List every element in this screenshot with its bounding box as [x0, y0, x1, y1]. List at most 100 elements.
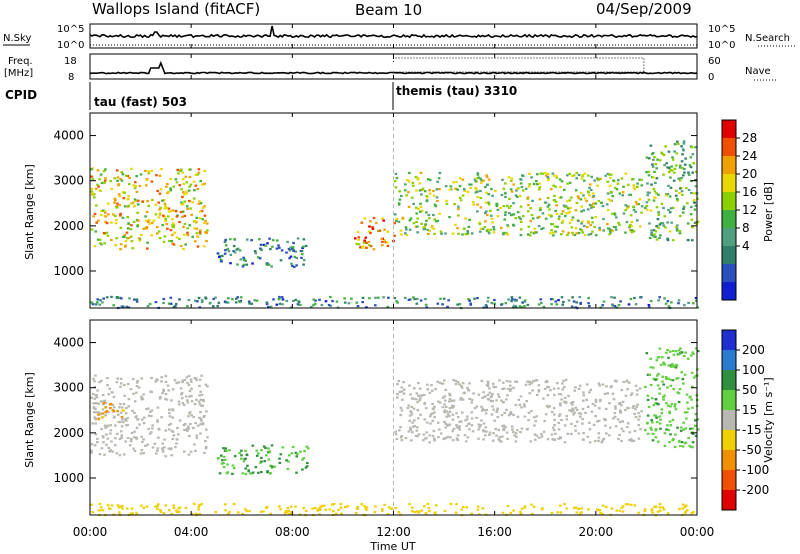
echo-cell-1089: [655, 378, 659, 381]
echo-cell-1428: [297, 300, 301, 304]
echo-cell-1065: [669, 186, 673, 189]
x-tick-label: 00:00: [73, 525, 108, 539]
echo-cell-242: [159, 206, 162, 209]
echo-cell-1121: [682, 149, 685, 152]
echo-cell-240: [148, 222, 151, 225]
echo-cell-723: [546, 385, 549, 388]
echo-cell-1138: [674, 350, 678, 353]
echo-cell-1311: [232, 502, 236, 506]
echo-cell-703: [579, 191, 583, 195]
echo-cell-263: [175, 236, 179, 239]
echo-cell-15: [188, 224, 192, 227]
echo-cell-1316: [442, 297, 446, 300]
echo-cell-975: [501, 425, 504, 428]
echo-cell-382: [302, 259, 306, 262]
echo-cell-1359: [422, 505, 426, 508]
echo-cell-10: [185, 181, 188, 184]
echo-cell-771: [539, 207, 542, 210]
echo-cell-332: [177, 403, 181, 406]
echo-cell-36: [164, 375, 168, 378]
echo-cell-165: [188, 434, 191, 438]
echo-cell-1090: [654, 163, 657, 166]
echo-cell-1113: [682, 207, 685, 210]
echo-cell-24: [111, 403, 115, 406]
echo-cell-1266: [519, 512, 523, 515]
echo-cell-1187: [655, 192, 658, 195]
echo-cell-313: [184, 243, 187, 246]
echo-cell-505: [422, 433, 426, 436]
echo-cell-561: [557, 217, 561, 221]
echo-cell-579: [514, 194, 518, 197]
echo-cell-840: [578, 412, 581, 415]
echo-cell-790: [447, 424, 450, 427]
echo-cell-1147: [682, 142, 686, 145]
echo-cell-782: [441, 382, 444, 385]
echo-cell-364: [243, 258, 246, 261]
echo-cell-1345: [346, 505, 350, 508]
echo-cell-602: [527, 225, 531, 228]
echo-cell-109: [192, 426, 195, 430]
echo-cell-601: [590, 410, 594, 413]
echo-cell-1176: [665, 194, 668, 197]
echo-cell-4: [117, 413, 120, 416]
echo-cell-381: [264, 244, 267, 247]
echo-cell-567: [424, 223, 427, 226]
echo-cell-1076: [695, 347, 698, 350]
echo-cell-1390: [227, 297, 230, 300]
echo-cell-451: [355, 242, 359, 246]
echo-cell-615: [418, 387, 422, 390]
echo-cell-22: [138, 184, 142, 188]
echo-cell-401: [239, 258, 243, 261]
echo-cell-829: [486, 397, 490, 401]
echo-cell-155: [145, 227, 148, 230]
echo-cell-915: [635, 405, 638, 408]
echo-cell-1396: [94, 303, 98, 306]
echo-cell-54: [205, 410, 208, 413]
echo-cell-421: [216, 457, 220, 460]
echo-cell-817: [512, 386, 515, 389]
echo-cell-1021: [408, 228, 412, 231]
echo-cell-49: [153, 442, 157, 445]
echo-cell-416: [245, 453, 249, 457]
echo-cell-1227: [530, 503, 533, 506]
echo-cell-1052: [685, 411, 689, 414]
echo-cell-955: [416, 435, 419, 438]
echo-cell-727: [413, 425, 416, 428]
echo-cell-783: [563, 424, 567, 427]
echo-cell-371: [288, 249, 292, 252]
echo-cell-495: [546, 205, 550, 208]
echo-cell-256: [156, 225, 159, 229]
echo-cell-760: [504, 195, 507, 199]
echo-cell-656: [627, 422, 630, 425]
echo-cell-1028: [592, 195, 596, 198]
colorbar-tick-label: 8: [742, 221, 750, 235]
echo-cell-406: [258, 238, 261, 241]
echo-cell-989: [523, 405, 526, 408]
echo-cell-1225: [643, 508, 647, 511]
colorbar-segment: [722, 264, 736, 283]
echo-cell-62: [198, 384, 201, 388]
echo-cell-825: [426, 228, 430, 232]
echo-cell-491: [429, 422, 432, 425]
echo-cell-153: [100, 447, 104, 450]
echo-cell-1259: [559, 504, 562, 507]
echo-cell-740: [556, 382, 559, 385]
echo-cell-603: [619, 411, 622, 414]
echo-cell-268: [124, 239, 128, 243]
echo-cell-1207: [686, 509, 689, 512]
echo-cell-275: [135, 190, 139, 193]
echo-cell-1427: [265, 301, 269, 304]
echo-cell-906: [584, 411, 587, 414]
echo-cell-725: [455, 426, 459, 429]
echo-cell-1193: [693, 221, 697, 224]
echo-cell-180: [90, 396, 94, 399]
echo-cell-1135: [653, 196, 656, 199]
echo-cell-941: [551, 172, 555, 175]
echo-cell-876: [559, 436, 562, 439]
echo-cell-1430: [197, 508, 200, 511]
echo-cell-674: [577, 173, 581, 177]
echo-cell-400: [260, 449, 263, 452]
echo-cell-1374: [455, 503, 458, 506]
echo-cell-1017: [510, 190, 514, 193]
echo-cell-1296: [216, 304, 219, 308]
